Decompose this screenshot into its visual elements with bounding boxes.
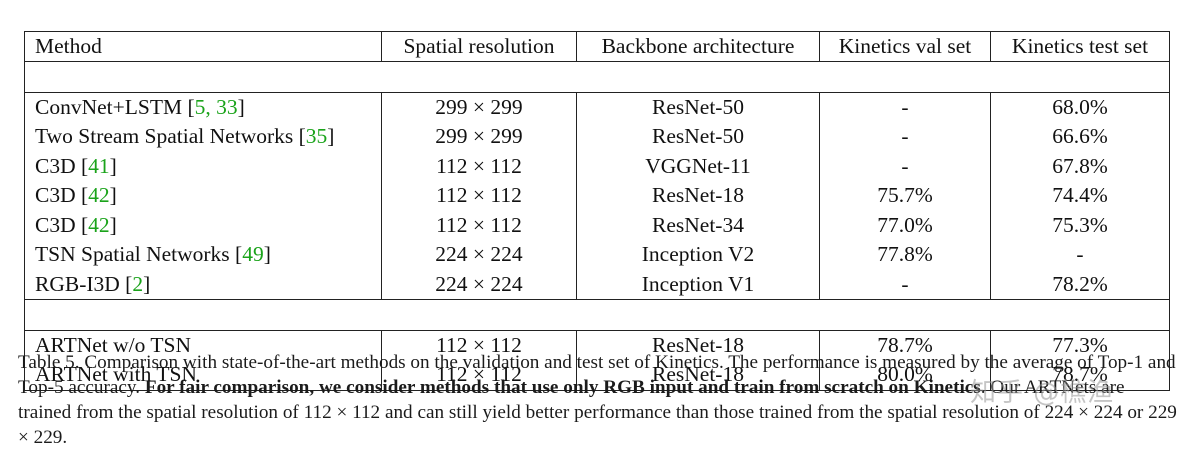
caption-bold-text: For fair comparison, we consider methods… (144, 377, 981, 398)
method-cell: ConvNet+LSTM [5, 33] (24, 92, 382, 122)
citation-link[interactable]: 49 (242, 242, 264, 266)
table-row: C3D [42] 112 × 112 ResNet-18 75.7% 74.4% (24, 181, 1170, 211)
citation-link[interactable]: 5, 33 (194, 94, 238, 119)
table-caption: Table 5. Comparison with state-of-the-ar… (18, 350, 1178, 450)
backbone-cell: ResNet-50 (576, 122, 820, 152)
val-cell: 75.7% (819, 181, 991, 211)
backbone-cell: ResNet-34 (576, 210, 820, 240)
header-backbone: Backbone architecture (576, 31, 820, 62)
val-cell: - (819, 269, 991, 300)
val-cell: 77.8% (819, 240, 991, 270)
backbone-cell: Inception V1 (576, 269, 820, 300)
table-row: ARTNet with TSN 112 × 112 ResNet-18 80.0… (24, 360, 1170, 390)
test-cell: 66.6% (990, 122, 1170, 152)
baseline-methods-group: ConvNet+LSTM [5, 33] 299 × 299 ResNet-50… (24, 92, 1170, 300)
backbone-cell: ResNet-50 (576, 92, 820, 122)
test-cell: 74.4% (990, 181, 1170, 211)
method-cell: ARTNet with TSN (24, 360, 382, 390)
header-test-set: Kinetics test set (990, 31, 1170, 62)
table-row: C3D [41] 112 × 112 VGGNet-11 - 67.8% (24, 151, 1170, 181)
resolution-cell: 299 × 299 (381, 122, 577, 152)
backbone-cell: ResNet-18 (576, 181, 820, 211)
test-cell: 67.8% (990, 151, 1170, 181)
citation-link[interactable]: 35 (305, 124, 328, 148)
caption-text-end: . Our ARTNets are trained from the spati… (18, 377, 1177, 448)
table-row: ARTNet w/o TSN 112 × 112 ResNet-18 78.7%… (24, 330, 1170, 360)
watermark: 知乎 @樵渔 (970, 378, 1115, 408)
val-cell: 78.7% (819, 330, 991, 360)
val-cell: - (819, 151, 991, 181)
table-row: C3D [42] 112 × 112 ResNet-34 77.0% 75.3% (24, 210, 1170, 240)
test-cell: 75.3% (990, 210, 1170, 240)
backbone-cell: VGGNet-11 (576, 151, 820, 181)
artnet-methods-group: ARTNet w/o TSN 112 × 112 ResNet-18 78.7%… (24, 330, 1170, 390)
test-cell: - (990, 240, 1170, 270)
resolution-cell: 224 × 224 (381, 269, 577, 300)
resolution-cell: 112 × 112 (381, 360, 577, 390)
resolution-cell: 112 × 112 (381, 151, 577, 181)
test-cell: 78.2% (990, 269, 1170, 300)
resolution-cell: 299 × 299 (381, 92, 577, 122)
resolution-cell: 224 × 224 (381, 240, 577, 270)
method-cell: C3D [41] (24, 151, 382, 181)
table-row: Two Stream Spatial Networks [35] 299 × 2… (24, 122, 1170, 152)
citation-link[interactable]: 42 (88, 212, 110, 237)
results-table: Method Spatial resolution Backbone archi… (24, 31, 1170, 391)
header-val-set: Kinetics val set (819, 31, 991, 62)
citation-link[interactable]: 41 (88, 153, 110, 178)
val-cell-best: 80.0% (819, 360, 991, 390)
header-spatial-resolution: Spatial resolution (381, 31, 577, 62)
val-cell: 77.0% (819, 210, 991, 240)
method-cell: C3D [42] (24, 181, 382, 211)
test-cell-best: 78.7% (990, 360, 1170, 390)
resolution-cell: 112 × 112 (381, 181, 577, 211)
table-row: RGB-I3D [2] 224 × 224 Inception V1 - 78.… (24, 269, 1170, 300)
test-cell: 68.0% (990, 92, 1170, 122)
test-cell: 77.3% (990, 330, 1170, 360)
resolution-cell: 112 × 112 (381, 210, 577, 240)
method-cell: RGB-I3D [2] (24, 269, 382, 300)
resolution-cell: 112 × 112 (381, 330, 577, 360)
results-table-container: Method Spatial resolution Backbone archi… (24, 31, 1170, 391)
citation-link[interactable]: 42 (88, 183, 110, 207)
backbone-cell: Inception V2 (576, 240, 820, 270)
citation-link[interactable]: 2 (132, 271, 144, 296)
method-cell: Two Stream Spatial Networks [35] (24, 122, 382, 152)
val-cell: - (819, 92, 991, 122)
table-row: TSN Spatial Networks [49] 224 × 224 Ince… (24, 240, 1170, 270)
method-cell: C3D [42] (24, 210, 382, 240)
method-cell: ARTNet w/o TSN (24, 330, 382, 360)
caption-text: Table 5. Comparison with state-of-the-ar… (18, 352, 1176, 398)
table-row: ConvNet+LSTM [5, 33] 299 × 299 ResNet-50… (24, 92, 1170, 122)
val-cell: - (819, 122, 991, 152)
backbone-cell: ResNet-18 (576, 360, 820, 390)
method-cell: TSN Spatial Networks [49] (24, 240, 382, 270)
header-method: Method (24, 31, 382, 62)
table-header-row: Method Spatial resolution Backbone archi… (24, 31, 1170, 62)
